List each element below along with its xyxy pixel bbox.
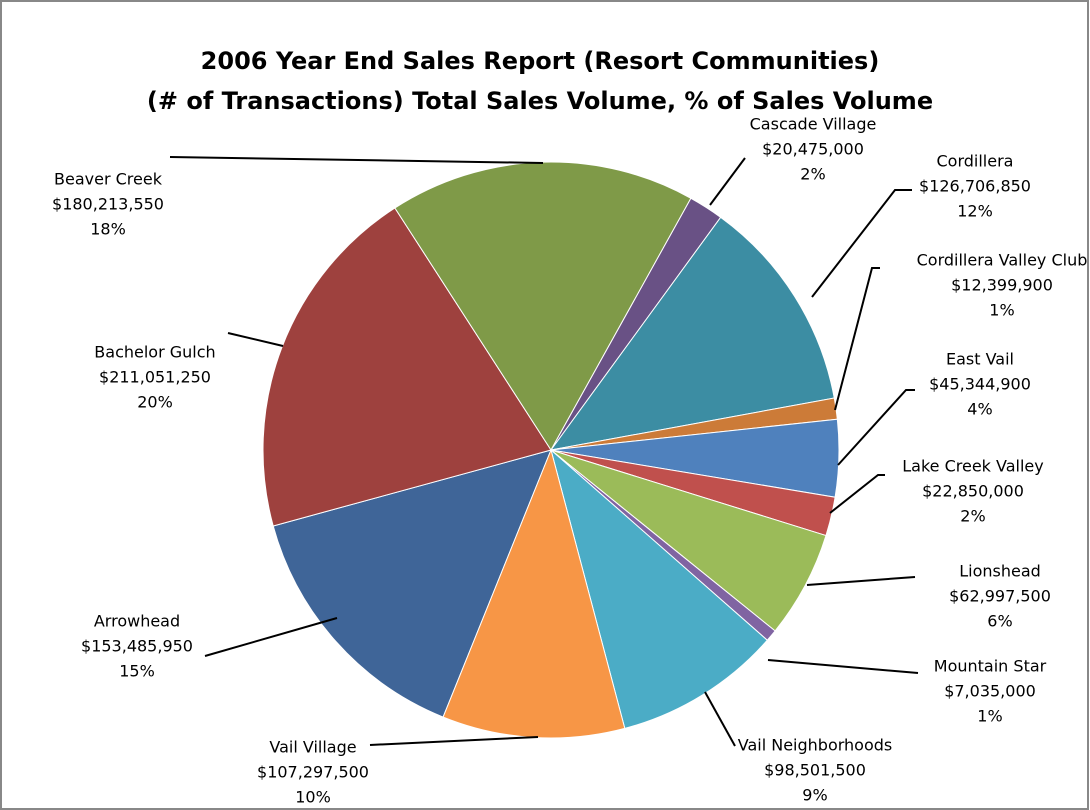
slice-percent: 20% — [137, 393, 173, 412]
slice-label: Mountain Star — [934, 657, 1047, 676]
slice-label: Bachelor Gulch — [94, 343, 215, 362]
slice-label: Cascade Village — [750, 115, 877, 134]
slice-value: $211,051,250 — [99, 368, 211, 387]
leader-line — [369, 736, 539, 746]
leader-line — [704, 691, 736, 747]
slice-value: $20,475,000 — [762, 140, 864, 159]
slice-value: $22,850,000 — [922, 482, 1024, 501]
slice-value: $12,399,900 — [951, 276, 1053, 295]
slice-percent: 12% — [957, 202, 993, 221]
pie-slice — [262, 207, 552, 527]
slice-percent: 2% — [960, 507, 985, 526]
slice-label: Vail Neighborhoods — [738, 736, 893, 755]
slice-percent: 9% — [802, 786, 827, 805]
slice-value: $107,297,500 — [257, 763, 369, 782]
slice-value: $98,501,500 — [764, 761, 866, 780]
slice-value: $180,213,550 — [52, 195, 164, 214]
slice-value: $153,485,950 — [81, 637, 193, 656]
slice-percent: 10% — [295, 788, 331, 807]
leader-line — [204, 617, 338, 657]
slice-value: $126,706,850 — [919, 177, 1031, 196]
slice-percent: 4% — [967, 400, 992, 419]
chart-subtitle: (# of Transactions) Total Sales Volume, … — [147, 87, 933, 115]
slice-percent: 18% — [90, 220, 126, 239]
leader-line — [227, 332, 284, 347]
slice-label: Arrowhead — [94, 612, 180, 631]
slice-label: Lake Creek Valley — [902, 457, 1044, 476]
slice-percent: 6% — [987, 612, 1012, 631]
slice-label: East Vail — [946, 350, 1014, 369]
slice-value: $45,344,900 — [929, 375, 1031, 394]
slice-percent: 15% — [119, 662, 155, 681]
leader-line — [767, 659, 919, 674]
slice-value: $7,035,000 — [944, 682, 1036, 701]
leader-line — [834, 267, 880, 411]
slice-value: $62,997,500 — [949, 587, 1051, 606]
pie-slice — [549, 216, 835, 451]
slice-label: Lionshead — [959, 562, 1041, 581]
slice-label: Vail Village — [269, 738, 356, 757]
leader-line — [169, 156, 544, 164]
leader-line — [811, 189, 912, 298]
slice-percent: 1% — [977, 707, 1002, 726]
leader-line — [837, 389, 915, 466]
pie-slice — [272, 449, 552, 718]
slice-percent: 1% — [989, 301, 1014, 320]
leader-line — [806, 576, 916, 586]
pie-slice — [550, 448, 768, 729]
slice-label: Cordillera — [937, 152, 1014, 171]
slice-label: Beaver Creek — [54, 170, 163, 189]
leader-line — [829, 474, 885, 514]
chart-title: 2006 Year End Sales Report (Resort Commu… — [201, 47, 880, 75]
slice-percent: 2% — [800, 165, 825, 184]
slice-label: Cordillera Valley Club — [917, 251, 1088, 270]
leader-line — [709, 157, 746, 206]
